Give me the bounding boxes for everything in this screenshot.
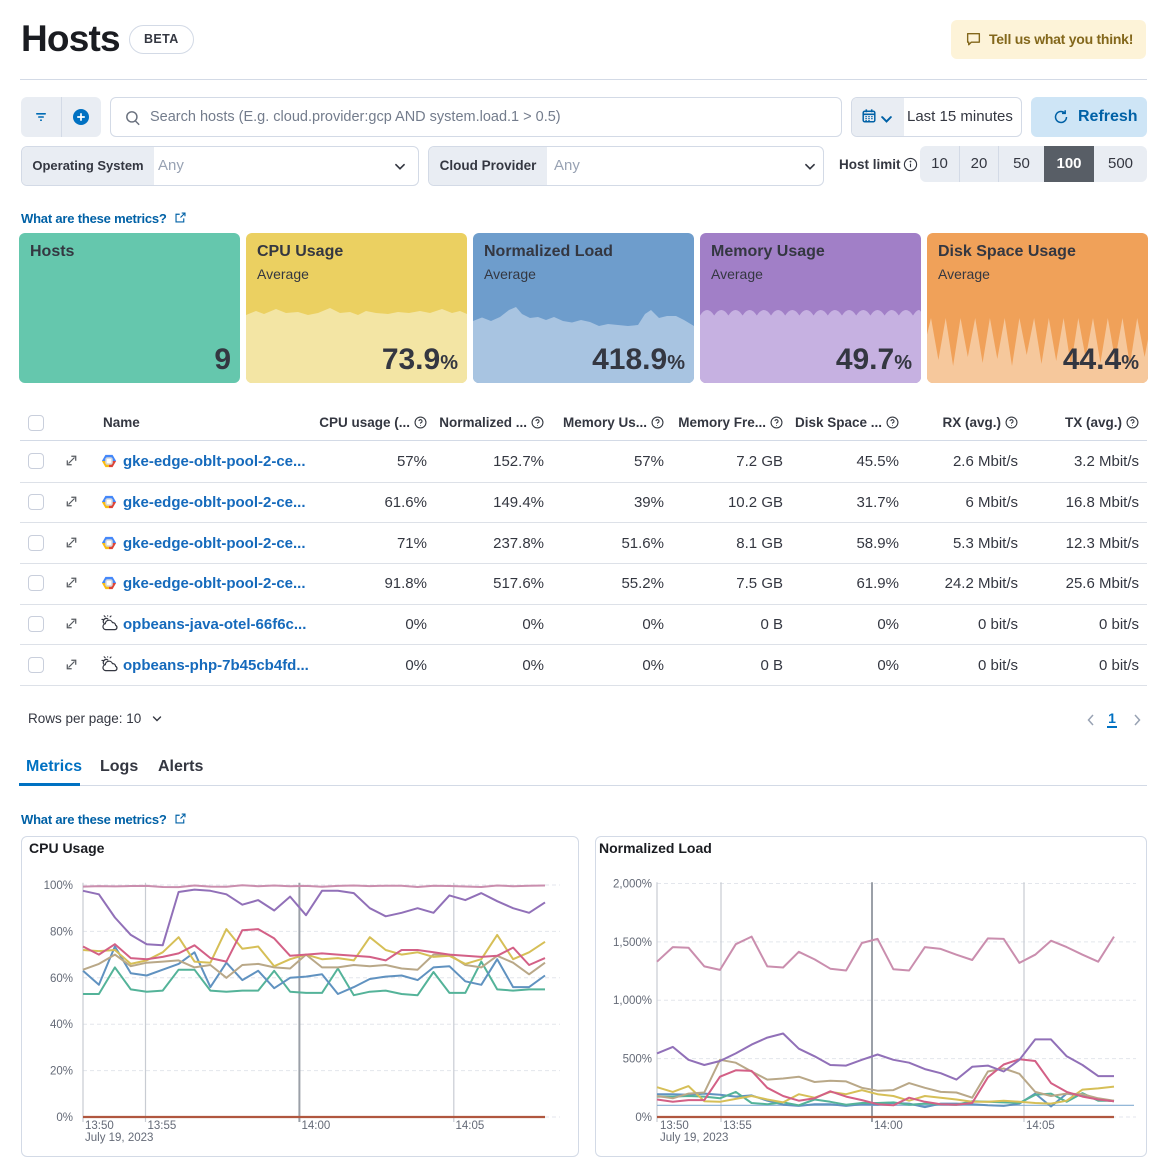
svg-text:1,500%: 1,500% [613,937,652,949]
svg-text:13:50: 13:50 [85,1120,114,1132]
svg-text:80%: 80% [50,926,73,938]
svg-text:0%: 0% [635,1112,652,1124]
svg-text:13:55: 13:55 [148,1120,177,1132]
svg-text:14:05: 14:05 [1026,1120,1055,1132]
svg-text:July 19, 2023: July 19, 2023 [660,1132,728,1144]
svg-text:40%: 40% [50,1019,73,1031]
svg-text:13:55: 13:55 [723,1120,752,1132]
svg-text:13:50: 13:50 [660,1120,689,1132]
svg-text:500%: 500% [623,1054,652,1066]
svg-text:14:05: 14:05 [456,1120,485,1132]
svg-text:0%: 0% [56,1112,73,1124]
svg-text:100%: 100% [44,880,73,892]
svg-text:1,000%: 1,000% [613,995,652,1007]
svg-text:2,000%: 2,000% [613,879,652,891]
svg-text:20%: 20% [50,1066,73,1078]
svg-text:14:00: 14:00 [302,1120,331,1132]
svg-text:60%: 60% [50,973,73,985]
svg-text:July 19, 2023: July 19, 2023 [85,1132,153,1144]
svg-text:14:00: 14:00 [874,1120,903,1132]
